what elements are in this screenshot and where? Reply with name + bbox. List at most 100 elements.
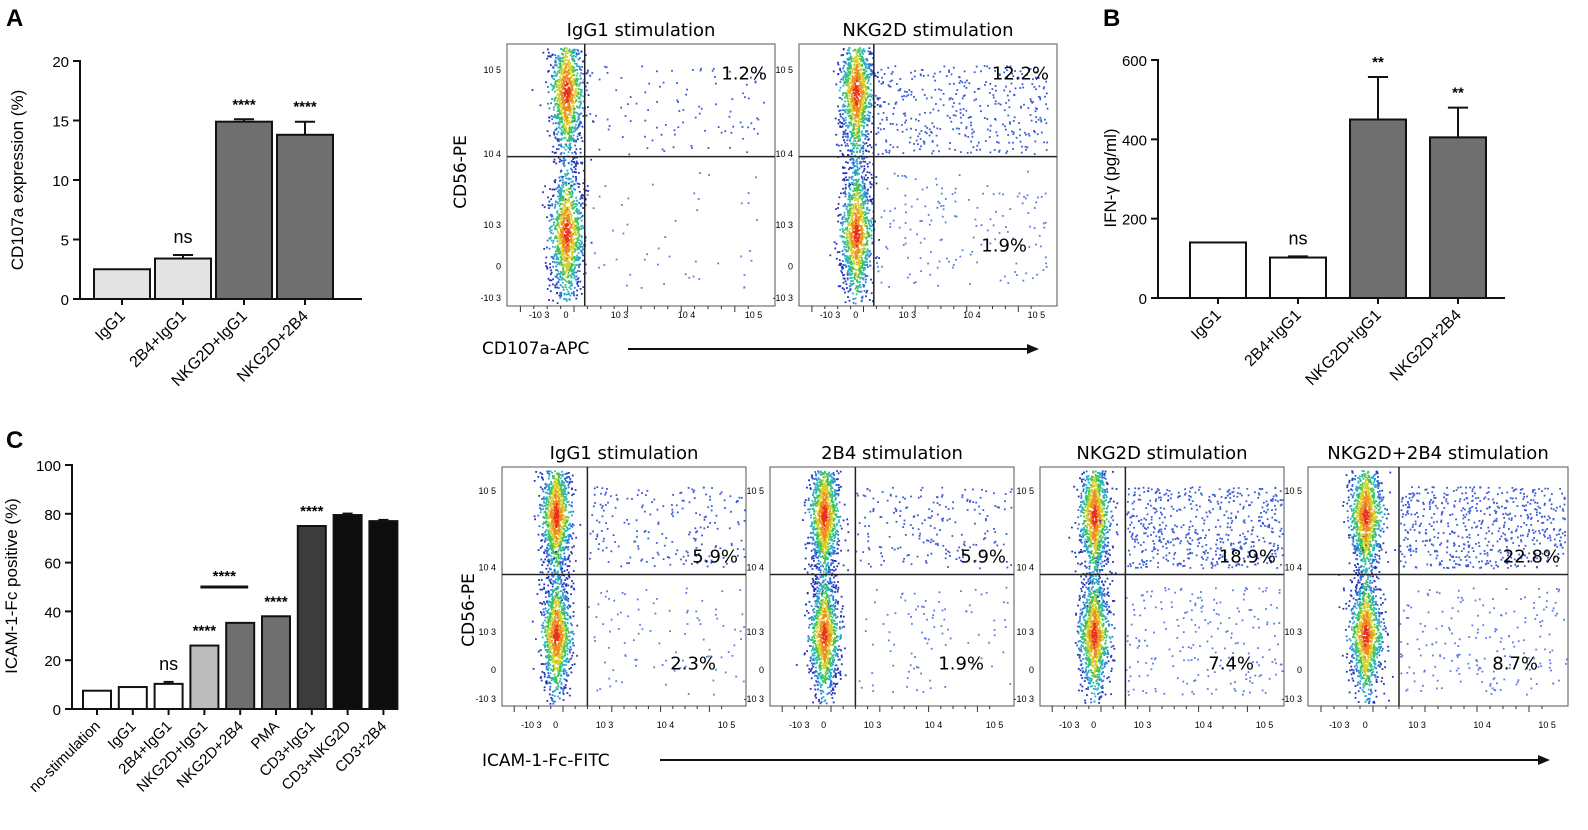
event-dot (576, 65, 578, 68)
event-dot (861, 220, 864, 223)
event-dot (1012, 141, 1014, 144)
event-dot (570, 160, 573, 163)
event-dot (976, 144, 979, 147)
A-flow-x-tick-label: 10 3 (611, 310, 629, 320)
event-dot (847, 217, 850, 219)
event-dot (1034, 140, 1037, 143)
event-dot (847, 154, 850, 157)
event-dot (592, 120, 594, 123)
event-dot (558, 235, 561, 238)
event-dot (557, 258, 560, 261)
event-dot (925, 132, 928, 135)
event-dot (858, 248, 860, 251)
event-dot (1030, 119, 1033, 122)
event-dot (566, 209, 569, 212)
event-dot (847, 126, 849, 129)
event-dot (971, 250, 974, 253)
event-dot (563, 234, 566, 236)
event-dot (850, 207, 853, 210)
event-dot (579, 82, 581, 85)
event-dot (989, 242, 992, 245)
event-dot (858, 219, 860, 222)
event-dot (860, 81, 863, 83)
event-dot (917, 119, 920, 122)
event-dot (855, 250, 858, 253)
event-dot (858, 157, 860, 160)
event-dot (1027, 170, 1029, 173)
event-dot (567, 116, 570, 119)
event-dot (857, 179, 859, 182)
event-dot (1025, 197, 1027, 200)
event-dot (569, 239, 571, 242)
event-dot (547, 55, 550, 58)
event-dot (937, 200, 940, 203)
event-dot (839, 96, 842, 99)
event-dot (563, 116, 566, 119)
event-dot (558, 215, 561, 217)
event-dot (561, 281, 564, 284)
event-dot (565, 123, 568, 126)
event-dot (858, 209, 861, 212)
event-dot (1024, 145, 1027, 148)
event-dot (837, 73, 840, 75)
event-dot (568, 92, 571, 94)
event-dot (552, 160, 555, 163)
event-dot (876, 104, 879, 106)
event-dot (914, 281, 917, 284)
event-dot (844, 291, 846, 294)
event-dot (936, 266, 939, 269)
event-dot (567, 293, 570, 296)
event-dot (563, 215, 566, 217)
event-dot (859, 73, 861, 76)
event-dot (1035, 121, 1037, 123)
event-dot (939, 98, 942, 101)
event-dot (581, 140, 584, 143)
event-dot (565, 100, 568, 103)
event-dot (565, 106, 568, 108)
event-dot (572, 269, 575, 271)
event-dot (862, 218, 865, 220)
event-dot (561, 277, 564, 280)
event-dot (620, 106, 623, 109)
event-dot (1034, 107, 1037, 110)
event-dot (849, 258, 852, 260)
event-dot (554, 284, 557, 287)
event-dot (548, 219, 551, 222)
event-dot (843, 245, 846, 248)
event-dot (755, 176, 757, 179)
event-dot (1043, 141, 1045, 144)
event-dot (849, 265, 851, 268)
event-dot (861, 299, 863, 302)
event-dot (857, 219, 859, 222)
event-dot (546, 267, 549, 270)
event-dot (871, 94, 874, 97)
event-dot (854, 128, 857, 131)
c-bar-ylabel: ICAM-1-Fc positive (%) (2, 498, 21, 674)
event-dot (869, 199, 872, 201)
event-dot (556, 80, 559, 82)
event-dot (841, 216, 844, 219)
event-dot (563, 72, 566, 74)
event-dot (844, 187, 847, 190)
event-dot (894, 207, 896, 210)
event-dot (566, 223, 568, 225)
event-dot (864, 202, 867, 205)
event-dot (570, 226, 573, 229)
event-dot (849, 269, 852, 272)
A-flow-x-tick-label: -10 3 (529, 310, 550, 320)
event-dot (868, 76, 871, 79)
event-dot (858, 134, 861, 137)
event-dot (562, 91, 565, 94)
event-dot (859, 139, 861, 142)
event-dot (861, 227, 863, 229)
event-dot (851, 144, 854, 147)
event-dot (555, 80, 557, 82)
event-dot (850, 92, 853, 95)
event-dot (862, 50, 864, 52)
event-dot (877, 131, 880, 134)
event-dot (581, 193, 584, 196)
event-dot (857, 128, 860, 131)
event-dot (568, 286, 571, 289)
event-dot (865, 70, 868, 73)
event-dot (731, 98, 734, 101)
